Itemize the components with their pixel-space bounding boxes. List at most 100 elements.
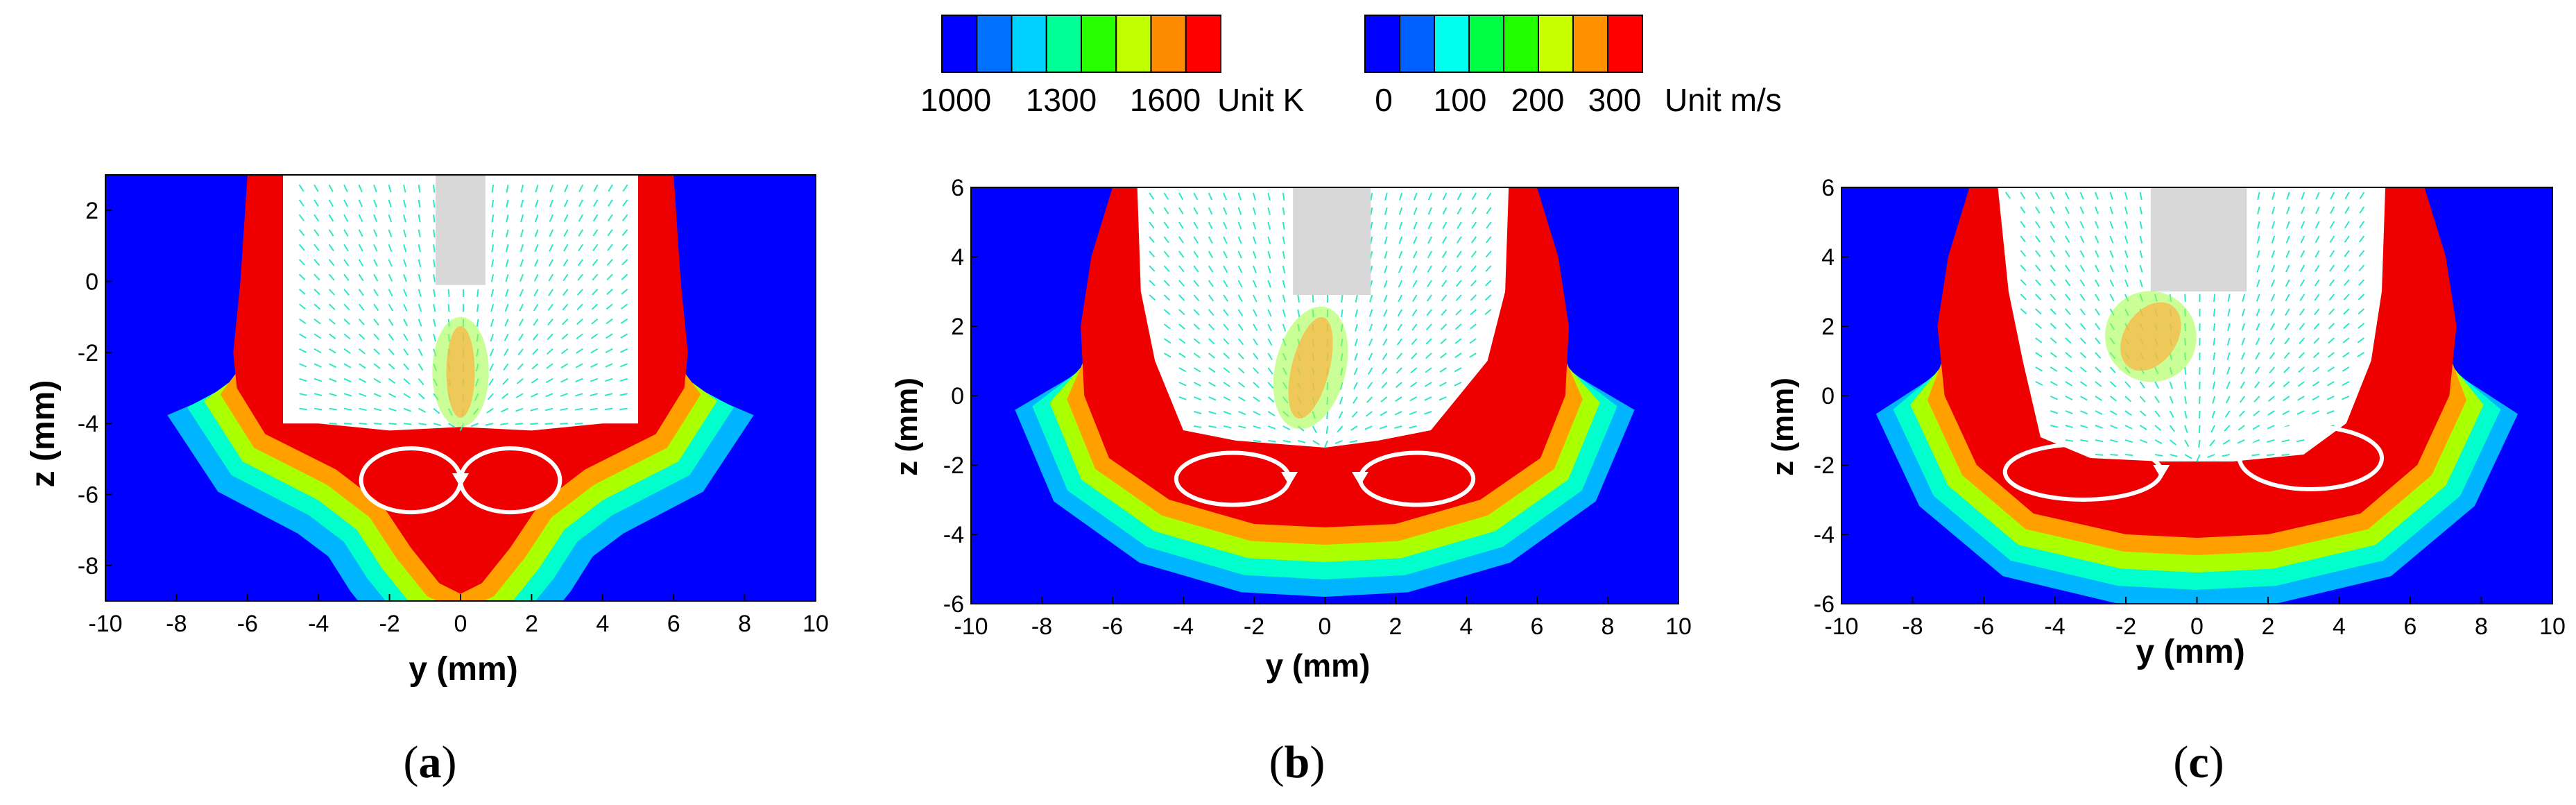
velocity-vector — [1425, 338, 1432, 345]
velocity-vector — [2213, 337, 2216, 346]
velocity-vector — [2342, 396, 2350, 400]
panel-c-x-axis-label: y (mm) — [2136, 634, 2244, 670]
velocity-vector — [2079, 206, 2084, 214]
velocity-vector — [2299, 323, 2305, 330]
y-tick-label: -4 — [78, 411, 98, 437]
temperature-colorbar-swatch — [941, 15, 978, 73]
velocity-vector — [1409, 425, 1417, 429]
velocity-jet-core — [1288, 316, 1333, 419]
velocity-vector — [1267, 382, 1274, 389]
velocity-vector — [1413, 251, 1418, 259]
velocity-vector — [1439, 367, 1447, 373]
velocity-vector — [606, 289, 613, 296]
velocity-vector — [1178, 353, 1186, 358]
velocity-vector — [1470, 251, 1477, 258]
velocity-vector — [1267, 323, 1272, 332]
vortex-arrowhead — [2153, 465, 2170, 479]
velocity-vector — [476, 304, 479, 312]
velocity-vector — [470, 423, 479, 427]
velocity-vector — [590, 407, 598, 411]
velocity-vector — [1368, 353, 1373, 361]
velocity-vector — [1149, 192, 1155, 200]
velocity-vector — [2256, 323, 2260, 331]
velocity-vector — [2196, 454, 2201, 462]
velocity-vector — [1208, 207, 1213, 215]
velocity-vector — [2095, 396, 2102, 401]
velocity-vector — [1193, 309, 1200, 316]
velocity-vector — [328, 199, 334, 207]
velocity-vector — [534, 214, 539, 223]
velocity-vector — [1237, 367, 1245, 374]
velocity-vector — [2169, 425, 2176, 432]
velocity-vector — [2124, 264, 2129, 273]
velocity-vector — [359, 378, 367, 383]
velocity-vector — [1297, 309, 1300, 317]
velocity-vector — [388, 289, 393, 297]
velocity-vector — [1351, 411, 1358, 418]
velocity-vector — [328, 244, 334, 252]
velocity-vector — [2227, 323, 2231, 331]
velocity-vector — [592, 244, 599, 251]
velocity-vector — [314, 378, 323, 382]
velocity-vector — [1282, 221, 1285, 230]
velocity-vector — [604, 393, 613, 396]
velocity-vector — [1178, 207, 1184, 214]
velocity-vector — [358, 184, 363, 193]
velocity-vector — [505, 244, 509, 253]
velocity-vector — [1282, 425, 1291, 431]
velocity-vector — [1163, 236, 1169, 244]
velocity-vector — [1484, 294, 1492, 301]
velocity-vector — [1427, 280, 1432, 287]
velocity-vector — [1424, 411, 1432, 415]
y-tick-label: -2 — [78, 340, 98, 366]
velocity-vector — [505, 289, 509, 297]
velocity-vector — [343, 378, 352, 383]
x-tick-label: -10 — [88, 611, 122, 637]
velocity-vector — [620, 348, 628, 353]
vortex-arrowhead — [1352, 472, 1368, 486]
velocity-vector — [621, 244, 628, 251]
velocity-vector — [2297, 396, 2305, 401]
velocity-vector — [534, 244, 539, 253]
velocity-vector — [1253, 207, 1257, 215]
velocity-vector — [403, 348, 409, 356]
velocity-vector — [2237, 439, 2245, 444]
velocity-vector — [1413, 207, 1418, 215]
velocity-vector — [2169, 410, 2174, 418]
panel-a-x-axis-label: y (mm) — [409, 651, 517, 688]
velocity-vector — [1334, 440, 1343, 445]
velocity-vector — [359, 393, 367, 397]
velocity-vector — [1178, 382, 1187, 387]
velocity-vector — [533, 303, 539, 312]
velocity-vector — [2079, 323, 2086, 330]
velocity-vector — [2267, 425, 2275, 430]
velocity-vector — [2080, 410, 2088, 415]
velocity-vector — [607, 214, 613, 222]
velocity-vector — [2110, 439, 2118, 443]
velocity-tick-label: 200 — [1511, 82, 1565, 118]
velocity-vector — [343, 259, 350, 266]
velocity-vector — [485, 423, 494, 426]
velocity-vector — [1163, 338, 1171, 344]
velocity-vector — [2140, 439, 2148, 443]
velocity-vector — [2095, 279, 2100, 287]
velocity-vector — [520, 199, 524, 207]
velocity-vector — [515, 393, 524, 398]
velocity-vector — [619, 393, 628, 396]
velocity-vector — [2020, 308, 2027, 315]
temperature-tick-label: 1000 — [920, 82, 991, 118]
velocity-vector — [418, 363, 424, 371]
velocity-vector — [535, 185, 539, 193]
velocity-vector — [358, 333, 366, 340]
velocity-vector — [1471, 207, 1477, 214]
velocity-vector — [343, 244, 349, 252]
velocity-vector — [1267, 221, 1271, 230]
velocity-vector — [2079, 396, 2088, 401]
velocity-vector — [1457, 207, 1462, 215]
velocity-vector — [1178, 236, 1184, 244]
velocity-vector — [1427, 207, 1432, 215]
velocity-vector — [1178, 192, 1184, 201]
velocity-vector — [343, 319, 350, 325]
velocity-vector — [1237, 236, 1242, 244]
velocity-vector — [2184, 454, 2192, 459]
